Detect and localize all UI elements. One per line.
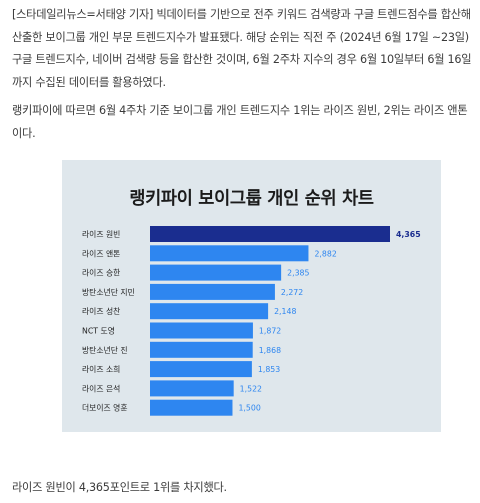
bar — [150, 322, 253, 339]
chart-title: 랭키파이 보이그룹 개인 순위 차트 — [129, 189, 374, 209]
category-label: 라이즈 앤톤 — [82, 248, 120, 258]
value-label: 1,868 — [259, 346, 281, 355]
value-label: 2,882 — [314, 249, 336, 258]
bar-chart-plot: 라이즈 원빈 4,365 라이즈 앤톤 2,882 라이즈 승한 2,385 방탄소년단 지… — [82, 226, 421, 416]
category-label: NCT 도영 — [82, 326, 115, 336]
category-label: 라이즈 성찬 — [82, 306, 120, 316]
bar — [150, 264, 282, 281]
bar — [150, 226, 390, 242]
value-label: 2,385 — [287, 269, 309, 278]
category-label: 라이즈 은석 — [82, 383, 120, 393]
bar — [150, 283, 275, 300]
category-label: 라이즈 원빈 — [82, 229, 120, 239]
category-label: 라이즈 소희 — [82, 364, 120, 374]
value-label: 1,872 — [259, 327, 281, 336]
article-paragraph-intro: [스타데일리뉴스=서태양 기자] 빅데이터를 기반으로 전주 키워드 검색량과 … — [12, 8, 472, 89]
bar — [150, 380, 234, 397]
category-label: 더보이즈 영훈 — [82, 403, 128, 413]
value-label: 1,500 — [238, 404, 260, 413]
value-label: 4,365 — [396, 230, 421, 239]
category-label: 방탄소년단 지민 — [82, 287, 135, 297]
value-label: 2,148 — [274, 307, 296, 316]
bar — [150, 361, 252, 378]
article-paragraph-ranking: 랭키파이에 따르면 6월 4주차 기준 보이그룹 개인 트렌드지수 1위는 라이… — [12, 104, 468, 140]
category-label: 라이즈 승한 — [82, 268, 120, 278]
bar — [150, 399, 233, 416]
ranking-chart: 랭키파이 보이그룹 개인 순위 차트 라이즈 원빈 4,365 라이즈 앤톤 2,88… — [62, 160, 441, 432]
article-paragraph-summary: 라이즈 원빈이 4,365포인트로 1위를 차지했다. — [12, 481, 227, 494]
bar — [150, 341, 253, 358]
value-label: 1,522 — [240, 384, 262, 393]
bar — [150, 303, 269, 320]
category-label: 방탄소년단 진 — [82, 345, 128, 355]
bar — [150, 245, 309, 262]
value-label: 2,272 — [281, 288, 303, 297]
value-label: 1,853 — [258, 365, 280, 374]
